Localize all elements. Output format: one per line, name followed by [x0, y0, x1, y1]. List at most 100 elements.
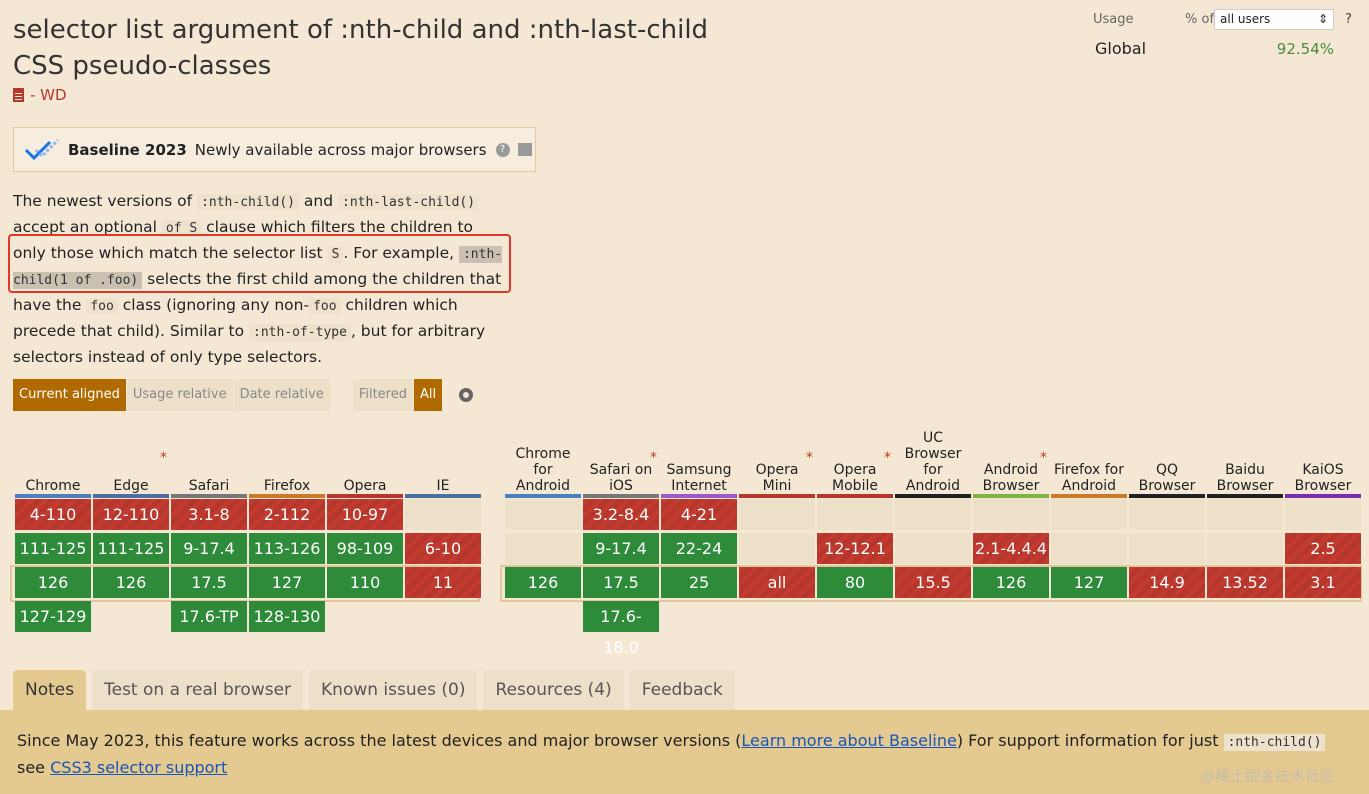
browser-header-uc-browser-for-android: UC Browser for Android [895, 424, 971, 494]
browser-color-bar [739, 494, 815, 498]
support-cell-edge[interactable]: 12-110 [93, 499, 169, 530]
support-cell-kaios-browser[interactable]: 3.1 [1285, 567, 1361, 598]
all-button[interactable]: All [414, 379, 444, 411]
baseline-title: Baseline 2023 [68, 140, 187, 159]
support-cell-samsung-internet[interactable]: 4-21 [661, 499, 737, 530]
browser-color-bar [171, 494, 247, 498]
tab-feedback[interactable]: Feedback [629, 670, 735, 710]
browser-name: Chrome for Android [515, 446, 571, 494]
browser-name: Firefox for Android [1053, 462, 1125, 494]
usage-label: Usage [1093, 12, 1134, 27]
tab-test[interactable]: Test on a real browser [92, 670, 304, 710]
browser-color-bar [15, 494, 91, 498]
date-relative-button[interactable]: Date relative [233, 379, 331, 411]
support-cell-ie[interactable]: 11 [405, 567, 481, 598]
baseline-link[interactable]: Learn more about Baseline [741, 731, 957, 750]
support-cell-edge[interactable]: 111-125 [93, 533, 169, 564]
support-cell-safari[interactable]: 9-17.4 [171, 533, 247, 564]
help-icon[interactable]: ? [495, 142, 510, 157]
browser-header-ie: IE [405, 424, 481, 494]
browser-name: Edge [113, 478, 149, 494]
tab-known-issues[interactable]: Known issues (0) [309, 670, 478, 710]
support-cell-ie[interactable]: 6-10 [405, 533, 481, 564]
feature-description: The newest versions of :nth-child() and … [13, 192, 503, 366]
support-cell-safari[interactable]: 3.1-8 [171, 499, 247, 530]
browser-name: Opera [343, 478, 387, 494]
note-star-icon: * [160, 450, 167, 466]
support-cell-opera-mobile [817, 499, 893, 530]
view-filters: Current aligned Usage relative Date rela… [13, 379, 474, 411]
css3-selector-link[interactable]: CSS3 selector support [50, 758, 228, 777]
support-cell-firefox-for-android[interactable]: 127 [1051, 567, 1127, 598]
support-cell-baidu-browser[interactable]: 13.52 [1207, 567, 1283, 598]
support-cell-firefox[interactable]: 128-130 [249, 601, 325, 632]
support-cell-opera-mini[interactable]: all [739, 567, 815, 598]
support-cell-firefox[interactable]: 113-126 [249, 533, 325, 564]
tab-resources[interactable]: Resources (4) [483, 670, 624, 710]
browser-header-chrome-for-android: Chrome for Android [505, 424, 581, 494]
tab-notes[interactable]: Notes [13, 670, 87, 710]
code-nth-child: :nth-child() [197, 194, 299, 211]
support-cell-safari-on-ios[interactable]: 17.6-18.0 [583, 601, 659, 657]
support-cell-baidu-browser [1207, 499, 1283, 530]
notes-panel [0, 710, 1369, 794]
info-tabs: Notes Test on a real browser Known issue… [13, 670, 741, 710]
browser-name: Safari on iOS [589, 462, 653, 494]
support-cell-android-browser[interactable]: 126 [973, 567, 1049, 598]
support-cell-chrome[interactable]: 127-129 [15, 601, 91, 632]
support-cell-opera[interactable]: 98-109 [327, 533, 403, 564]
browser-header-edge: Edge * [93, 424, 169, 494]
filtered-button[interactable]: Filtered [352, 379, 414, 411]
usage-help[interactable]: ? [1345, 12, 1352, 27]
browser-color-bar [505, 494, 581, 498]
support-cell-safari-on-ios[interactable]: 9-17.4 [583, 533, 659, 564]
support-cell-firefox[interactable]: 127 [249, 567, 325, 598]
code-foo: foo [86, 298, 118, 315]
support-cell-edge[interactable]: 126 [93, 567, 169, 598]
support-cell-chrome[interactable]: 126 [15, 567, 91, 598]
browser-header-opera-mobile: Opera Mobile * [817, 424, 893, 494]
browser-header-opera-mini: Opera Mini * [739, 424, 815, 494]
support-cell-kaios-browser [1285, 499, 1361, 530]
support-cell-uc-browser-for-android[interactable]: 15.5 [895, 567, 971, 598]
code-foo-2: foo [309, 298, 341, 315]
support-cell-samsung-internet[interactable]: 22-24 [661, 533, 737, 564]
browser-header-samsung-internet: Samsung Internet [661, 424, 737, 494]
support-cell-firefox[interactable]: 2-112 [249, 499, 325, 530]
browser-color-bar [1051, 494, 1127, 498]
support-cell-baidu-browser [1207, 533, 1283, 564]
current-aligned-button[interactable]: Current aligned [13, 379, 127, 411]
support-cell-opera[interactable]: 110 [327, 567, 403, 598]
support-cell-safari[interactable]: 17.5 [171, 567, 247, 598]
support-cell-chrome[interactable]: 4-110 [15, 499, 91, 530]
support-cell-chrome[interactable]: 111-125 [15, 533, 91, 564]
support-cell-samsung-internet[interactable]: 25 [661, 567, 737, 598]
support-cell-opera-mobile[interactable]: 12-12.1 [817, 533, 893, 564]
support-cell-android-browser[interactable]: 2.1-4.4.4 [973, 533, 1049, 564]
support-cell-safari-on-ios[interactable]: 17.5 [583, 567, 659, 598]
note-star-icon: * [650, 450, 657, 466]
feedback-flag-icon[interactable] [517, 143, 532, 156]
usage-relative-button[interactable]: Usage relative [126, 379, 234, 411]
spec-status[interactable]: - WD [13, 86, 67, 104]
support-cell-safari[interactable]: 17.6-TP [171, 601, 247, 632]
support-cell-opera[interactable]: 10-97 [327, 499, 403, 530]
code-s: S [327, 246, 344, 263]
support-cell-opera-mini [739, 499, 815, 530]
page-title: selector list argument of :nth-child and… [13, 15, 709, 81]
support-cell-qq-browser[interactable]: 14.9 [1129, 567, 1205, 598]
global-value: 92.54% [1276, 40, 1334, 58]
support-cell-chrome-for-android[interactable]: 126 [505, 567, 581, 598]
support-cell-safari-on-ios[interactable]: 3.2-8.4 [583, 499, 659, 530]
support-cell-opera-mobile[interactable]: 80 [817, 567, 893, 598]
highlight-box [8, 234, 511, 293]
code-nth-of-type: :nth-of-type [249, 324, 351, 341]
baseline-check-icon [24, 138, 60, 160]
browser-header-firefox-for-android: Firefox for Android [1051, 424, 1127, 494]
baseline-text: Newly available across major browsers [194, 140, 487, 159]
gear-icon[interactable] [459, 388, 474, 402]
spec-status-label: - WD [30, 86, 67, 104]
browser-color-bar [973, 494, 1049, 498]
support-cell-kaios-browser[interactable]: 2.5 [1285, 533, 1361, 564]
usage-select[interactable]: all users ⇕ [1214, 9, 1334, 30]
